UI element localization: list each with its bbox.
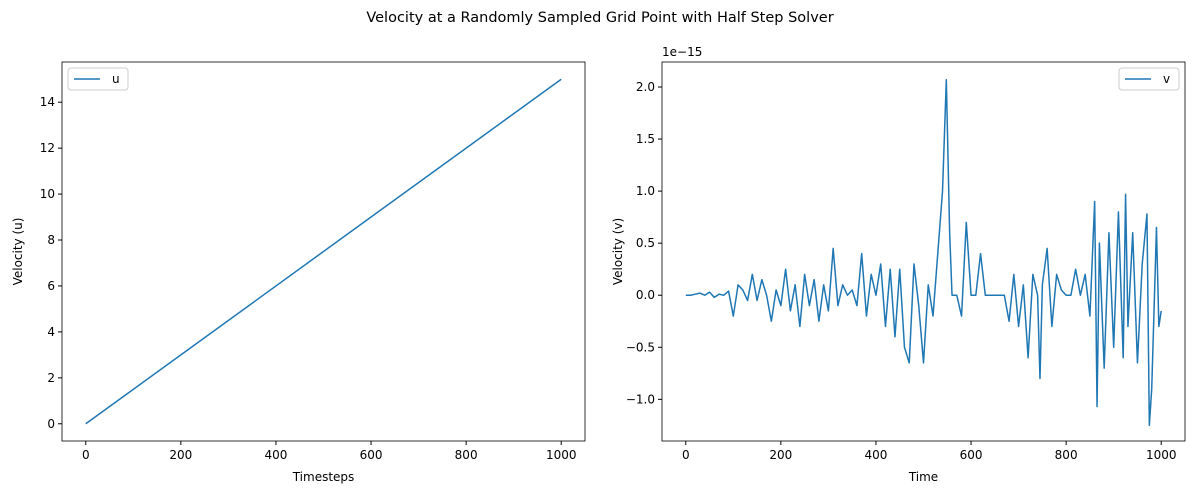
x-tick-label: 800 xyxy=(1055,448,1078,462)
y-tick-label: −1.0 xyxy=(626,392,655,406)
y-tick-label: 2.0 xyxy=(636,80,655,94)
y-tick-label: 0 xyxy=(47,417,55,431)
y-offset-label: 1e−15 xyxy=(662,45,702,59)
y-tick-label: 0.5 xyxy=(636,236,655,250)
y-tick-label: 0.0 xyxy=(636,288,655,302)
x-tick-label: 1000 xyxy=(546,448,577,462)
y-tick-label: 14 xyxy=(40,95,55,109)
y-tick-label: 4 xyxy=(47,325,55,339)
series-line xyxy=(85,78,562,425)
axes-frame xyxy=(661,61,1186,442)
x-tick-label: 1000 xyxy=(1146,448,1177,462)
x-tick-label: 200 xyxy=(169,448,192,462)
y-tick-label: 10 xyxy=(40,187,55,201)
axes-frame xyxy=(61,61,586,442)
y-tick-label: 2 xyxy=(47,371,55,385)
series-line xyxy=(685,78,1162,427)
x-tick-label: 600 xyxy=(960,448,983,462)
y-axis-label: Velocity (v) xyxy=(611,218,625,285)
x-tick-label: 400 xyxy=(865,448,888,462)
x-tick-label: 200 xyxy=(769,448,792,462)
legend-label: u xyxy=(112,72,120,86)
x-axis-label: Timesteps xyxy=(292,470,355,484)
y-tick-label: 1.0 xyxy=(636,184,655,198)
x-tick-label: 800 xyxy=(455,448,478,462)
x-tick-label: 0 xyxy=(82,448,90,462)
x-tick-label: 400 xyxy=(265,448,288,462)
y-tick-label: 8 xyxy=(47,233,55,247)
y-tick-label: −0.5 xyxy=(626,340,655,354)
y-tick-label: 6 xyxy=(47,279,55,293)
legend-label: v xyxy=(1163,72,1170,86)
x-tick-label: 600 xyxy=(360,448,383,462)
y-tick-label: 12 xyxy=(40,141,55,155)
x-tick-label: 0 xyxy=(682,448,690,462)
figure-title: Velocity at a Randomly Sampled Grid Poin… xyxy=(366,10,833,26)
y-tick-label: 1.5 xyxy=(636,132,655,146)
x-axis-label: Time xyxy=(908,470,938,484)
y-axis-label: Velocity (u) xyxy=(11,218,25,286)
